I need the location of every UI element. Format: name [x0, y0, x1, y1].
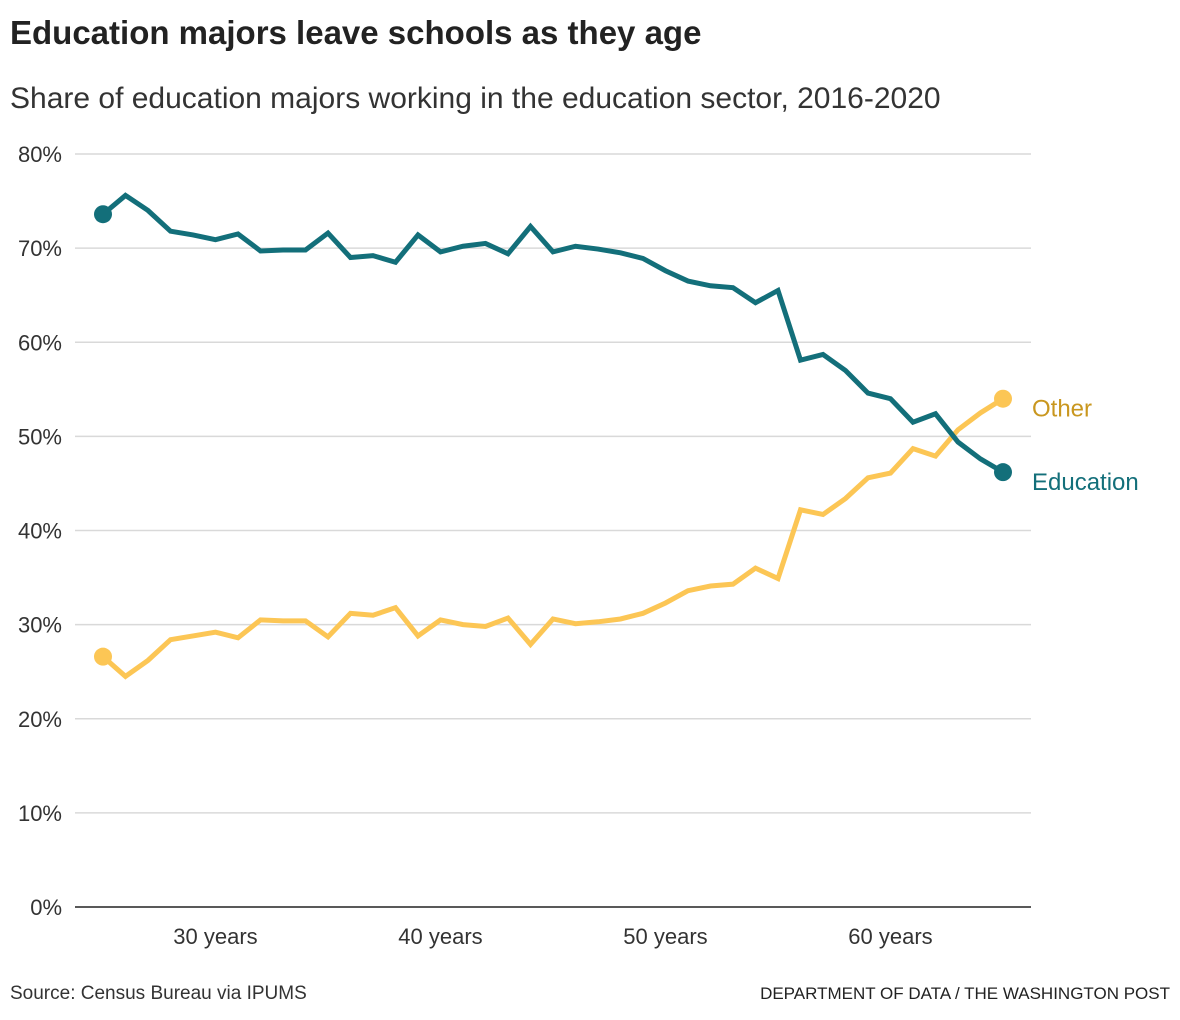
y-tick-label: 30% [18, 613, 62, 638]
y-tick-label: 80% [18, 142, 62, 167]
y-tick-label: 70% [18, 236, 62, 261]
series-start-marker [94, 205, 112, 224]
y-tick-label: 60% [18, 330, 62, 355]
x-tick-label: 60 years [848, 924, 932, 949]
y-tick-label: 50% [18, 424, 62, 449]
chart-title: Education majors leave schools as they a… [10, 14, 702, 51]
source-note: Source: Census Bureau via IPUMS [10, 983, 307, 1004]
x-tick-label: 50 years [623, 924, 707, 949]
chart-subtitle: Share of education majors working in the… [10, 82, 941, 115]
x-tick-label: 30 years [173, 924, 257, 949]
y-tick-label: 10% [18, 801, 62, 826]
series-line-education [101, 192, 1005, 475]
y-tick-label: 20% [18, 707, 62, 732]
credit-note: DEPARTMENT OF DATA / THE WASHINGTON POST [760, 984, 1170, 1003]
series-start-marker [94, 647, 112, 666]
series-line-other [101, 396, 1005, 680]
series-end-marker [994, 389, 1012, 408]
y-tick-label: 40% [18, 519, 62, 544]
series-end-marker [994, 463, 1012, 482]
series-label-other: Other [1032, 396, 1092, 423]
x-tick-label: 40 years [398, 924, 482, 949]
y-tick-label: 0% [30, 895, 62, 920]
series-label-education: Education [1032, 469, 1139, 496]
